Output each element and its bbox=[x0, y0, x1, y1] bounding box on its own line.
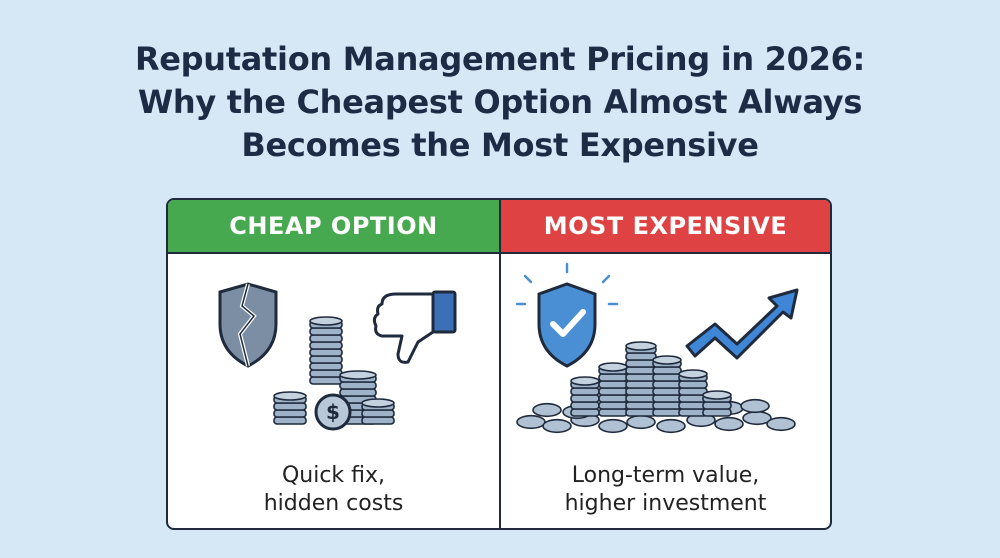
cheap-caption-line-2: hidden costs bbox=[263, 491, 404, 516]
title-line-1: Reputation Management Pricing in 2026: bbox=[134, 40, 866, 78]
panel-divider bbox=[499, 200, 501, 528]
svg-text:$: $ bbox=[326, 400, 340, 424]
coin-stack-icon bbox=[273, 316, 395, 425]
thumbs-down-icon bbox=[372, 290, 457, 364]
cheap-option-caption: Quick fix, hidden costs bbox=[168, 462, 499, 518]
most-expensive-header: MOST EXPENSIVE bbox=[501, 200, 830, 254]
up-trend-arrow-icon bbox=[685, 288, 799, 360]
broken-shield-icon bbox=[218, 282, 278, 368]
cheap-caption-line-1: Quick fix, bbox=[281, 463, 386, 488]
page-title: Reputation Management Pricing in 2026: W… bbox=[0, 38, 1000, 167]
right-illustration bbox=[515, 262, 799, 434]
cheap-option-header: CHEAP OPTION bbox=[168, 200, 499, 254]
most-expensive-caption: Long-term value, higher investment bbox=[501, 462, 830, 518]
expensive-caption-line-2: higher investment bbox=[564, 491, 767, 516]
check-shield-icon bbox=[515, 262, 619, 368]
title-line-3: Becomes the Most Expensive bbox=[241, 126, 759, 164]
coin-pile-icon bbox=[516, 341, 796, 434]
comparison-card: CHEAP OPTION MOST EXPENSIVE $ bbox=[166, 198, 832, 530]
left-illustration: $ bbox=[218, 282, 457, 431]
dollar-coin-icon: $ bbox=[314, 393, 352, 431]
title-line-2: Why the Cheapest Option Almost Always bbox=[137, 83, 863, 121]
expensive-caption-line-1: Long-term value, bbox=[571, 463, 760, 488]
